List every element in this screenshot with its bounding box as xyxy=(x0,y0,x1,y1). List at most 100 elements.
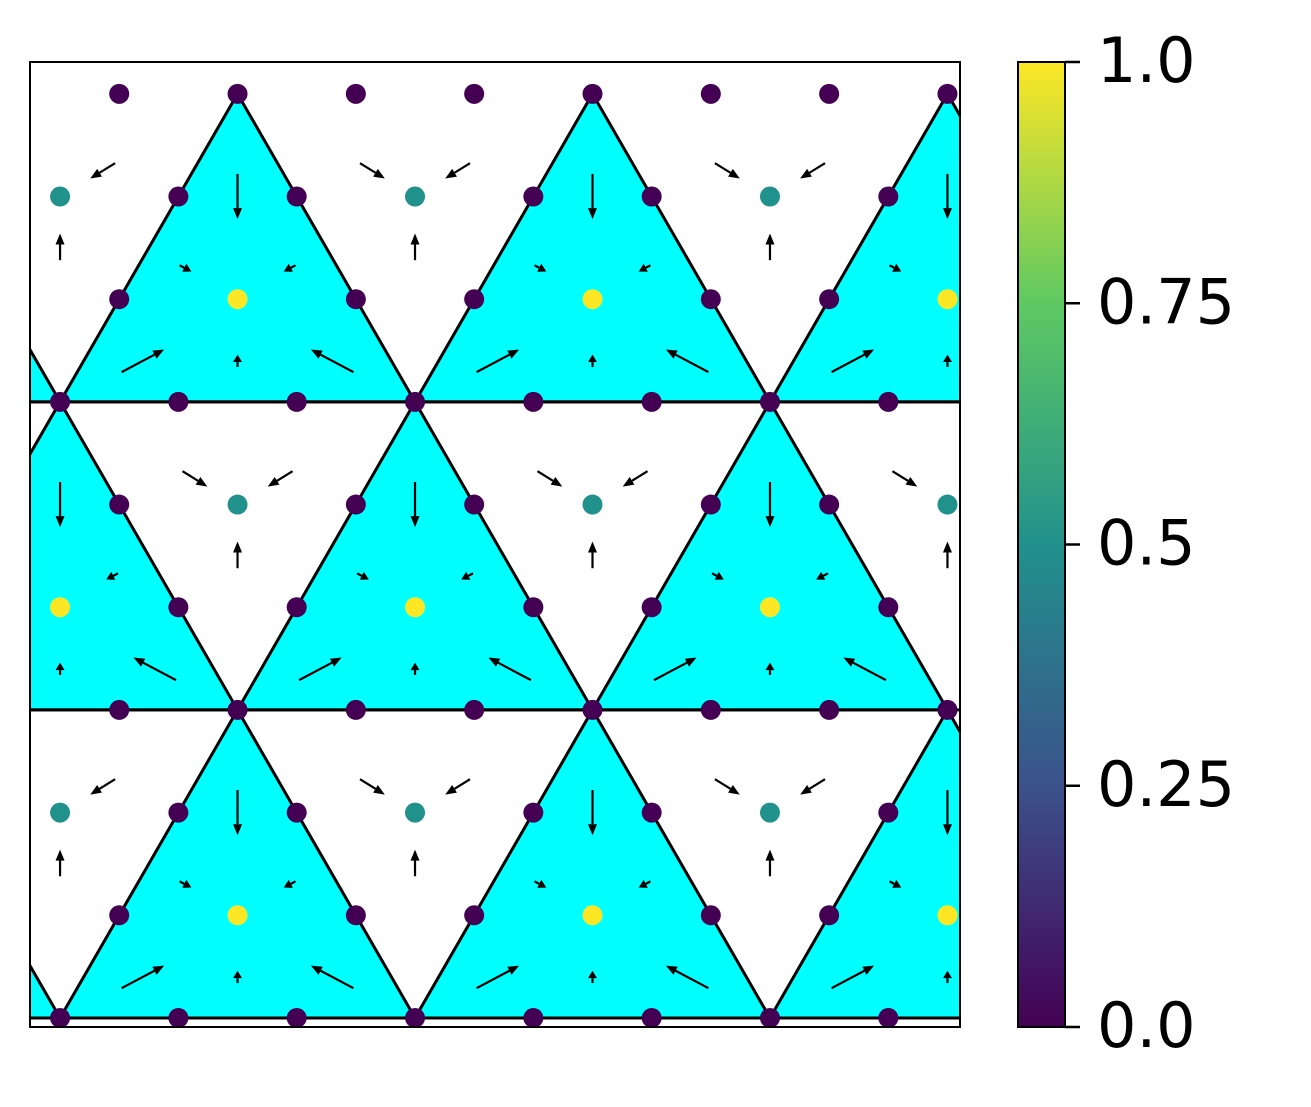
arrow-shaft xyxy=(290,264,297,269)
arrow-head xyxy=(55,516,65,528)
arrow-head xyxy=(728,168,740,179)
arrow-shaft xyxy=(320,969,355,990)
arrow xyxy=(179,263,192,272)
arrow xyxy=(133,657,177,682)
arrow-head xyxy=(410,233,420,245)
arrow xyxy=(310,349,355,374)
point xyxy=(168,391,189,412)
arrow xyxy=(587,541,597,569)
arrow xyxy=(830,965,875,990)
arrow-head xyxy=(550,476,563,487)
arrow-head xyxy=(862,965,875,975)
point xyxy=(345,905,366,926)
arrow-shaft xyxy=(356,572,363,577)
arrow xyxy=(765,662,775,676)
arrow-head xyxy=(90,168,102,179)
point xyxy=(700,289,721,310)
arrow-shaft xyxy=(536,470,554,482)
arrow xyxy=(638,263,651,272)
point xyxy=(878,391,899,412)
arrow-head xyxy=(410,849,420,861)
point xyxy=(878,1007,899,1027)
point xyxy=(523,1007,544,1027)
arrow xyxy=(181,470,208,487)
arrow xyxy=(121,349,165,374)
arrow-shaft xyxy=(675,353,709,374)
arrow-head xyxy=(862,349,875,359)
triangle xyxy=(30,962,63,1020)
arrow-shaft xyxy=(98,778,116,790)
arrow xyxy=(356,571,369,580)
arrow xyxy=(765,233,775,261)
point xyxy=(345,289,366,310)
arrow-head xyxy=(942,541,952,553)
point xyxy=(523,391,544,412)
point xyxy=(582,289,603,310)
point xyxy=(227,289,248,310)
point xyxy=(345,494,366,515)
point xyxy=(641,597,662,618)
arrow xyxy=(587,354,597,367)
arrow-head xyxy=(587,824,597,836)
plot-area xyxy=(30,83,960,1027)
arrow xyxy=(765,849,775,877)
arrow-head xyxy=(587,208,597,220)
arrow-head xyxy=(359,571,369,580)
arrow-shaft xyxy=(653,661,688,682)
arrow-shaft xyxy=(645,264,651,269)
point xyxy=(759,391,780,412)
point xyxy=(700,905,721,926)
axes-frame xyxy=(29,61,961,1028)
point xyxy=(405,1007,426,1027)
arrow-shaft xyxy=(714,778,732,790)
arrow-shaft xyxy=(714,162,732,174)
arrow-head xyxy=(942,354,952,363)
point xyxy=(286,1007,307,1027)
point xyxy=(405,391,426,412)
point xyxy=(641,391,662,412)
arrow-head xyxy=(152,965,165,975)
point xyxy=(582,83,603,104)
arrow-shaft xyxy=(888,880,895,885)
point xyxy=(878,802,899,823)
point xyxy=(582,905,603,926)
arrow-head xyxy=(233,824,243,836)
point xyxy=(759,597,780,618)
colorbar-tick-label: 0.5 xyxy=(1097,507,1196,580)
arrow-head xyxy=(507,965,520,975)
point xyxy=(405,597,426,618)
point xyxy=(937,289,958,310)
arrow-head xyxy=(283,879,293,888)
point xyxy=(286,186,307,207)
point xyxy=(819,83,840,104)
arrow xyxy=(536,470,563,487)
arrow-head xyxy=(488,657,501,667)
arrow-shaft xyxy=(121,969,155,990)
point xyxy=(168,597,189,618)
arrow xyxy=(942,970,952,984)
arrow-head xyxy=(765,516,775,528)
arrow xyxy=(665,349,709,374)
point xyxy=(523,802,544,823)
arrow xyxy=(410,233,420,261)
arrow-head xyxy=(182,879,192,888)
arrow xyxy=(445,778,471,795)
arrow xyxy=(121,965,165,990)
arrow-head xyxy=(445,168,457,179)
arrow xyxy=(714,162,740,179)
colorbar-tick-label: 1.0 xyxy=(1097,24,1196,97)
arrow-head xyxy=(133,657,146,667)
arrow-shaft xyxy=(645,880,651,885)
arrow-head xyxy=(106,571,116,580)
point xyxy=(641,802,662,823)
arrow-shaft xyxy=(359,162,377,174)
arrow xyxy=(106,571,119,580)
arrow xyxy=(359,162,385,179)
point xyxy=(286,597,307,618)
arrow-head xyxy=(445,785,457,795)
arrow-head xyxy=(587,354,597,363)
arrow-head xyxy=(507,349,520,359)
point xyxy=(464,699,485,720)
arrow xyxy=(55,481,65,528)
